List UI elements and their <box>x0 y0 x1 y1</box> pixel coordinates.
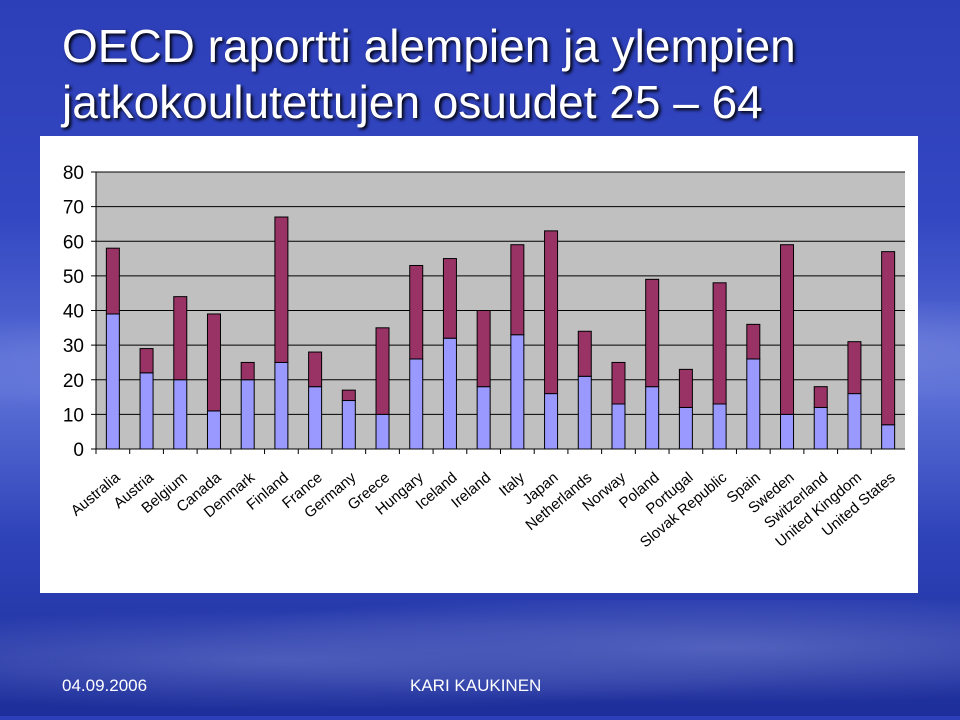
bar-upper-finland <box>274 216 289 363</box>
bar-upper-spain <box>746 323 761 360</box>
bar-lower-canada <box>206 410 221 450</box>
bar-upper-switzerland <box>813 386 828 408</box>
bar-lower-japan <box>544 393 559 450</box>
bar-upper-canada <box>206 313 221 412</box>
bar-upper-poland <box>645 278 660 388</box>
bar-upper-united-states <box>881 251 896 426</box>
bar-upper-france <box>308 351 323 388</box>
y-tick-label: 30 <box>63 336 84 357</box>
bar-lower-ireland <box>476 386 491 450</box>
bar-lower-switzerland <box>813 406 828 450</box>
bar-lower-poland <box>645 386 660 450</box>
bar-lower-germany <box>341 400 356 450</box>
bar-upper-japan <box>544 230 559 395</box>
bar-upper-netherlands <box>577 330 592 377</box>
footer-author: KARI KAUKINEN <box>410 676 542 695</box>
bar-upper-belgium <box>173 296 188 381</box>
bar-lower-austria <box>139 372 154 450</box>
bar-upper-ireland <box>476 310 491 388</box>
bar-lower-italy <box>510 334 525 450</box>
y-tick-label: 60 <box>63 232 84 253</box>
bar-lower-hungary <box>409 358 424 450</box>
y-tick-label: 70 <box>63 198 84 219</box>
bar-upper-greece <box>375 327 390 415</box>
bar-upper-united-kingdom <box>847 341 862 395</box>
bar-upper-slovak-republic <box>712 282 727 405</box>
bar-upper-hungary <box>409 264 424 360</box>
bar-lower-france <box>308 386 323 450</box>
footer-date: 04.09.2006 <box>62 676 148 695</box>
bar-upper-norway <box>611 361 626 405</box>
bar-lower-iceland <box>442 337 457 450</box>
bar-upper-australia <box>105 247 120 315</box>
bar-lower-finland <box>274 361 289 450</box>
y-tick-label: 10 <box>63 405 84 426</box>
bar-lower-slovak-republic <box>712 403 727 450</box>
bar-lower-netherlands <box>577 375 592 450</box>
bar-lower-norway <box>611 403 626 450</box>
y-tick-label: 40 <box>63 302 84 323</box>
slide-title: OECD raportti alempien ja ylempien jatko… <box>62 20 796 128</box>
y-tick-label: 20 <box>63 371 84 392</box>
bar-upper-italy <box>510 244 525 336</box>
y-tick-label: 0 <box>73 440 84 461</box>
x-tick-label: Ireland <box>448 469 494 512</box>
bar-lower-australia <box>105 313 120 450</box>
bar-lower-spain <box>746 358 761 450</box>
y-tick-label: 80 <box>63 163 84 184</box>
bar-lower-denmark <box>240 379 255 450</box>
bar-upper-portugal <box>678 368 693 408</box>
bar-lower-united-kingdom <box>847 393 862 450</box>
bar-upper-denmark <box>240 361 255 381</box>
bar-upper-austria <box>139 348 154 374</box>
bar-lower-sweden <box>780 413 795 450</box>
stacked-bar-chart: 01020304050607080AustraliaAustriaBelgium… <box>63 163 905 551</box>
background-wave-lower <box>0 600 960 720</box>
bar-lower-greece <box>375 413 390 450</box>
bar-upper-germany <box>341 389 356 402</box>
bar-upper-iceland <box>442 258 457 339</box>
chart-area: 0 10 20 30 40 50 60 70 80 Australia Austria Belgium… <box>40 136 918 593</box>
y-tick-label: 50 <box>63 267 84 288</box>
bar-lower-united-states <box>881 424 896 450</box>
bar-upper-sweden <box>780 244 795 415</box>
bar-lower-belgium <box>173 379 188 450</box>
bar-lower-portugal <box>678 406 693 450</box>
